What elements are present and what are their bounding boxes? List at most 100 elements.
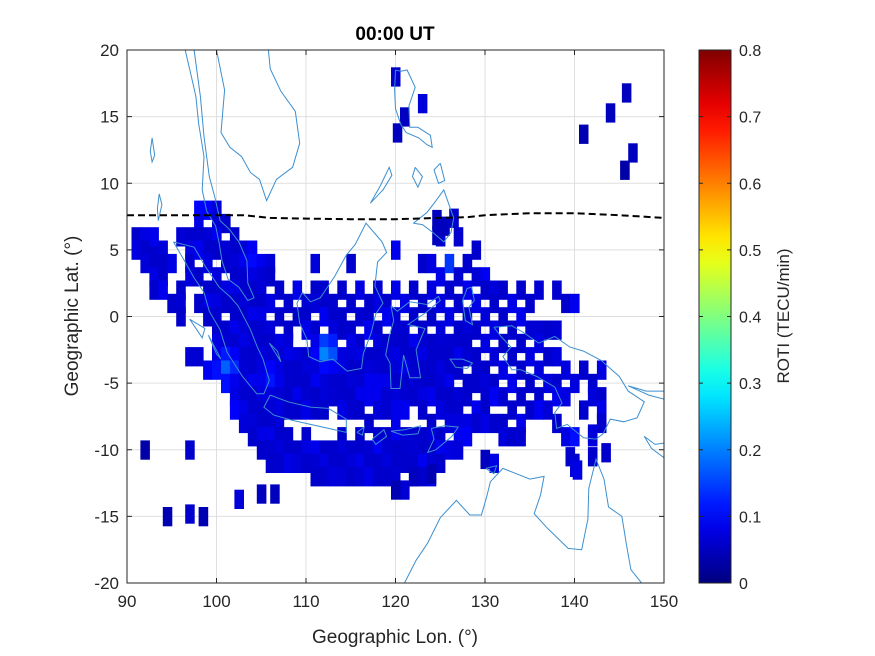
roti-cell xyxy=(212,227,222,247)
roti-cell xyxy=(194,347,204,367)
roti-cell xyxy=(337,373,347,394)
roti-cell xyxy=(194,240,204,260)
roti-cell xyxy=(561,427,571,447)
roti-cell xyxy=(489,320,499,340)
roti-cell xyxy=(587,424,598,444)
roti-cell xyxy=(337,427,347,447)
roti-cell xyxy=(247,280,258,300)
roti-cell xyxy=(489,347,499,367)
coastline xyxy=(207,334,222,360)
roti-cell xyxy=(256,440,267,460)
roti-cell xyxy=(229,400,240,420)
roti-cell xyxy=(480,360,491,380)
x-tick-label: 90 xyxy=(118,592,137,611)
roti-cell xyxy=(310,280,320,300)
coastline xyxy=(149,137,156,164)
colorbar-tick-labels: 0 0.1 0.2 0.3 0.4 0.5 0.6 0.7 0.8 xyxy=(739,43,761,593)
roti-cell xyxy=(408,373,419,394)
x-tick-label: 110 xyxy=(292,592,319,611)
roti-cell xyxy=(274,427,285,447)
roti-cell xyxy=(552,373,562,394)
roti-cell xyxy=(301,400,312,420)
roti-cell xyxy=(400,293,410,314)
roti-cell xyxy=(256,267,267,287)
roti-cell xyxy=(229,267,240,287)
roti-cell xyxy=(453,267,464,287)
roti-cell xyxy=(194,213,204,234)
roti-cell xyxy=(408,440,419,460)
roti-cell xyxy=(301,360,312,380)
roti-cell xyxy=(292,453,303,473)
roti-cell xyxy=(440,216,450,236)
coastline xyxy=(433,162,446,184)
roti-cell xyxy=(238,280,249,300)
roti-cell xyxy=(391,480,401,500)
roti-cell xyxy=(256,427,267,447)
roti-cell xyxy=(489,373,499,394)
roti-cell xyxy=(310,360,320,380)
roti-cell xyxy=(203,280,213,300)
roti-cell xyxy=(265,427,276,447)
roti-cell xyxy=(516,413,526,434)
roti-cell xyxy=(221,293,231,314)
roti-cell xyxy=(453,333,464,354)
coastline xyxy=(413,188,455,243)
roti-cell xyxy=(265,360,276,380)
roti-cell xyxy=(498,387,508,407)
roti-cell xyxy=(382,360,392,380)
roti-cell xyxy=(435,427,446,447)
roti-cell xyxy=(319,400,329,420)
roti-cell xyxy=(185,240,195,260)
axis-ticks xyxy=(126,49,665,584)
roti-cell xyxy=(319,307,329,327)
roti-cell xyxy=(238,360,249,380)
roti-cell xyxy=(283,427,294,447)
roti-cell xyxy=(337,467,347,487)
roti-cell xyxy=(328,467,338,487)
roti-cell xyxy=(256,280,267,300)
roti-cell xyxy=(265,320,276,340)
roti-cell xyxy=(256,400,267,420)
roti-cell xyxy=(283,333,294,354)
roti-cell xyxy=(516,333,526,354)
roti-cell xyxy=(628,143,638,163)
roti-cells xyxy=(131,67,638,527)
roti-cell xyxy=(480,400,491,420)
roti-cell xyxy=(587,373,598,394)
roti-cell xyxy=(247,307,258,327)
roti-cell xyxy=(417,453,428,473)
roti-cell xyxy=(543,400,553,420)
roti-cell xyxy=(534,280,544,300)
roti-cell xyxy=(283,293,294,314)
roti-cell xyxy=(140,253,150,274)
roti-cell xyxy=(534,387,544,407)
coastline xyxy=(156,193,163,221)
roti-cell xyxy=(194,200,204,220)
roti-cell xyxy=(391,427,401,447)
roti-cell xyxy=(391,467,401,487)
roti-cell xyxy=(185,440,195,460)
roti-cell xyxy=(337,387,347,407)
roti-cell xyxy=(212,280,222,300)
roti-cell xyxy=(516,280,526,300)
roti-cell xyxy=(570,373,580,394)
roti-cell xyxy=(212,213,222,234)
roti-cell xyxy=(229,347,240,367)
roti-cell xyxy=(149,227,159,247)
roti-cell xyxy=(346,400,356,420)
roti-cell xyxy=(221,360,231,380)
roti-cell xyxy=(489,413,499,434)
roti-cell xyxy=(319,333,329,354)
roti-cell xyxy=(444,360,455,380)
roti-cell xyxy=(373,360,383,380)
roti-cell xyxy=(131,240,142,260)
roti-cell xyxy=(198,507,209,527)
roti-cell xyxy=(435,320,446,340)
roti-cell xyxy=(391,280,401,300)
roti-cell xyxy=(480,333,491,354)
roti-cell xyxy=(462,280,473,300)
roti-cell xyxy=(480,280,491,300)
roti-cell xyxy=(265,293,276,314)
roti-cell xyxy=(319,373,329,394)
roti-cell xyxy=(238,240,249,260)
